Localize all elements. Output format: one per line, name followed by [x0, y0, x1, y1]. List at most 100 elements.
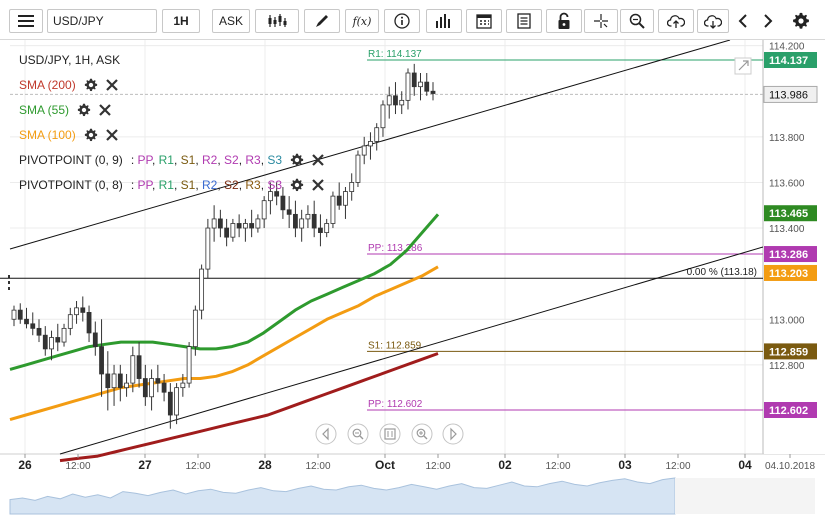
timeframe-button[interactable]: 1H	[162, 9, 200, 33]
triangle-left-icon	[322, 427, 329, 441]
download-button[interactable]	[697, 9, 729, 33]
time-tick-label: 12:00	[665, 461, 690, 472]
candle	[67, 307, 73, 336]
candle-body	[124, 382, 129, 389]
time-tick-label: 02	[498, 458, 512, 472]
time-tick-label: 12:00	[185, 461, 210, 472]
sma55-close-icon[interactable]	[99, 104, 111, 116]
candle-body	[167, 391, 173, 416]
crosshair-button[interactable]	[584, 9, 618, 33]
pivot-levels: R1: 114.137 PP: 113.286 S1: 112.859 PP: 112…	[0, 49, 763, 411]
zoom-button-circle	[411, 423, 433, 445]
menu-button[interactable]	[9, 9, 43, 33]
zoom-out-button[interactable]	[347, 423, 369, 445]
pivot1-close-icon[interactable]	[312, 154, 324, 166]
candle	[280, 187, 286, 219]
reset-zoom-button[interactable]	[379, 423, 401, 445]
candle	[80, 296, 86, 322]
pivot2-level: R2	[202, 178, 218, 192]
info-button[interactable]	[384, 9, 420, 33]
lock-button[interactable]	[546, 9, 582, 33]
candle-body	[355, 154, 361, 183]
pan-left-button[interactable]	[315, 423, 337, 445]
sma200-gear-icon[interactable]	[84, 78, 98, 92]
candle-body	[393, 95, 398, 106]
upload-button[interactable]	[658, 9, 694, 33]
price-label-box	[764, 52, 817, 68]
candle-body	[430, 90, 436, 94]
legend-title-text: USD/JPY, 1H, ASK	[19, 53, 121, 67]
candle	[217, 209, 223, 238]
candle-body	[49, 337, 54, 350]
candle	[186, 342, 192, 388]
candle	[305, 205, 311, 229]
candle	[286, 196, 292, 229]
pivot1-level: S1	[180, 153, 196, 167]
reset-zoom-icon	[384, 428, 396, 440]
candle-body	[299, 218, 305, 229]
legend-pivot1: PIVOTPOINT (0, 9) : PP, R1, S1, R2, S2, …	[19, 153, 324, 167]
time-tick-label: 12:00	[65, 461, 90, 472]
candle-body	[117, 373, 123, 389]
candle-body	[105, 373, 111, 389]
pivot2-level: S1	[180, 178, 196, 192]
sma-lines	[9, 213, 440, 463]
zoom-button[interactable]	[620, 9, 654, 33]
price-tick-label: 113.600	[769, 178, 805, 189]
magnifier-handle	[359, 435, 364, 440]
price-tick-label: 113.800	[769, 133, 805, 144]
navigator[interactable]	[9, 477, 815, 515]
popout-icon-arrow	[738, 60, 749, 71]
pivot1-label: PIVOTPOINT (0, 9)	[19, 153, 123, 167]
pivot1-level: S3	[267, 153, 283, 167]
drawing-tools-button[interactable]	[304, 9, 340, 33]
candle-body	[405, 72, 411, 101]
info-icon	[394, 13, 410, 29]
candle-body	[217, 218, 223, 229]
sma55-gear-icon[interactable]	[77, 103, 91, 117]
timeframe-label: 1H	[173, 14, 189, 28]
candle	[124, 373, 129, 397]
settings-button[interactable]	[789, 9, 813, 33]
pivot2-close-icon[interactable]	[312, 179, 324, 191]
price-type-button[interactable]: ASK	[212, 9, 250, 33]
candle	[236, 214, 242, 238]
symbol-input[interactable]: USD/JPY	[47, 9, 157, 33]
scroll-right-button[interactable]	[756, 9, 780, 33]
pivot1-gear-icon[interactable]	[290, 153, 304, 167]
legend-sma55: SMA (55)	[19, 103, 111, 117]
zoom-in-button[interactable]	[411, 423, 433, 445]
indicators-button[interactable]: f(x)	[345, 9, 379, 33]
pivot-level-label: R1: 114.137	[368, 49, 422, 60]
sma100-close-icon[interactable]	[105, 129, 118, 141]
candle	[167, 383, 173, 429]
pan-right-button[interactable]	[442, 423, 464, 445]
price-label-box	[763, 85, 818, 103]
chart-type-button[interactable]	[255, 9, 299, 33]
candle	[355, 150, 361, 188]
candle-body	[249, 223, 255, 229]
pivot-level-label: PP: 113.286	[368, 243, 423, 254]
price-tick-label: 113.000	[769, 315, 805, 326]
pivot2-gear-icon[interactable]	[290, 178, 304, 192]
candle	[211, 205, 217, 242]
candle-body	[411, 72, 417, 88]
news-button[interactable]	[506, 9, 542, 33]
price-type-label: ASK	[218, 14, 243, 28]
price-chart[interactable]: R1: 114.137 PP: 113.286 S1: 112.859 PP: 112…	[0, 40, 825, 516]
pivot2-level: S2	[224, 178, 239, 192]
sma-line	[59, 352, 439, 463]
sma200-close-icon[interactable]	[105, 79, 118, 91]
price-label: 113.286	[769, 249, 808, 261]
drag-handle	[8, 275, 10, 278]
scroll-left-button[interactable]	[731, 9, 755, 33]
volume-button[interactable]	[426, 9, 462, 33]
candle	[374, 123, 380, 151]
price-label-box	[764, 343, 817, 360]
sma-line	[9, 265, 439, 422]
hamburger-icon	[18, 15, 34, 27]
calendar-button[interactable]	[466, 9, 502, 33]
candle-body	[130, 355, 136, 384]
price-tick-label: 112.800	[769, 361, 805, 372]
sma100-gear-icon[interactable]	[84, 128, 98, 142]
